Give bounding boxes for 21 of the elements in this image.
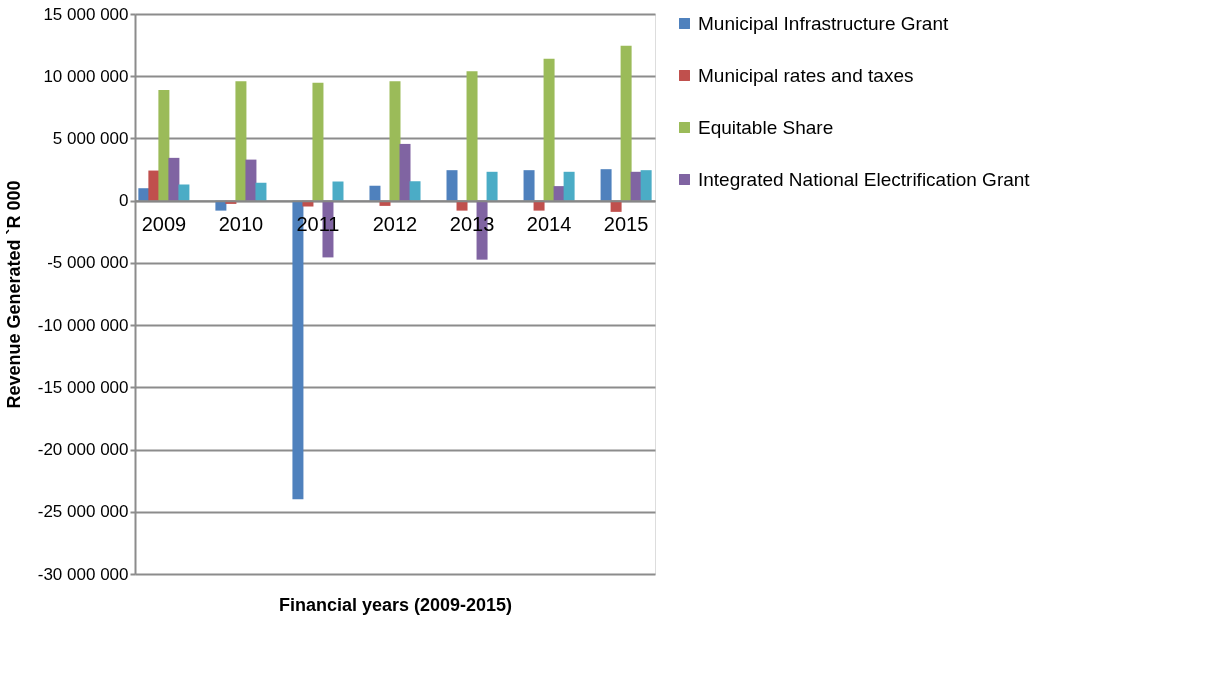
y-tick-label: -25 000 000 [37, 502, 129, 522]
y-tick-label: -15 000 000 [37, 377, 129, 397]
y-axis-title: Revenue Generated `R 000 [3, 180, 24, 409]
y-tick-label: -10 000 000 [37, 315, 129, 335]
x-tick-label: 2012 [372, 213, 418, 236]
x-tick-label: 2014 [526, 213, 572, 236]
x-tick-label: 2009 [141, 213, 187, 236]
legend-label: Municipal rates and taxes [698, 64, 914, 86]
x-axis-title: Financial years (2009-2015) [278, 594, 513, 615]
x-tick-label: 2015 [603, 213, 649, 236]
y-tick-label: 15 000 000 [43, 4, 129, 24]
y-tick-label: -20 000 000 [37, 440, 129, 460]
y-tick-label: 5 000 000 [52, 128, 129, 148]
legend-label: Municipal Infrastructure Grant [698, 12, 949, 34]
y-tick-label: 10 000 000 [43, 66, 129, 86]
y-tick-label: 0 [119, 191, 129, 211]
x-tick-label: 2010 [218, 213, 264, 236]
y-tick-label: -5 000 000 [47, 253, 129, 273]
legend-label: Integrated National Electrification Grant [698, 168, 1031, 190]
y-tick-label: -30 000 000 [37, 564, 129, 584]
legend-label: Equitable Share [698, 116, 834, 138]
